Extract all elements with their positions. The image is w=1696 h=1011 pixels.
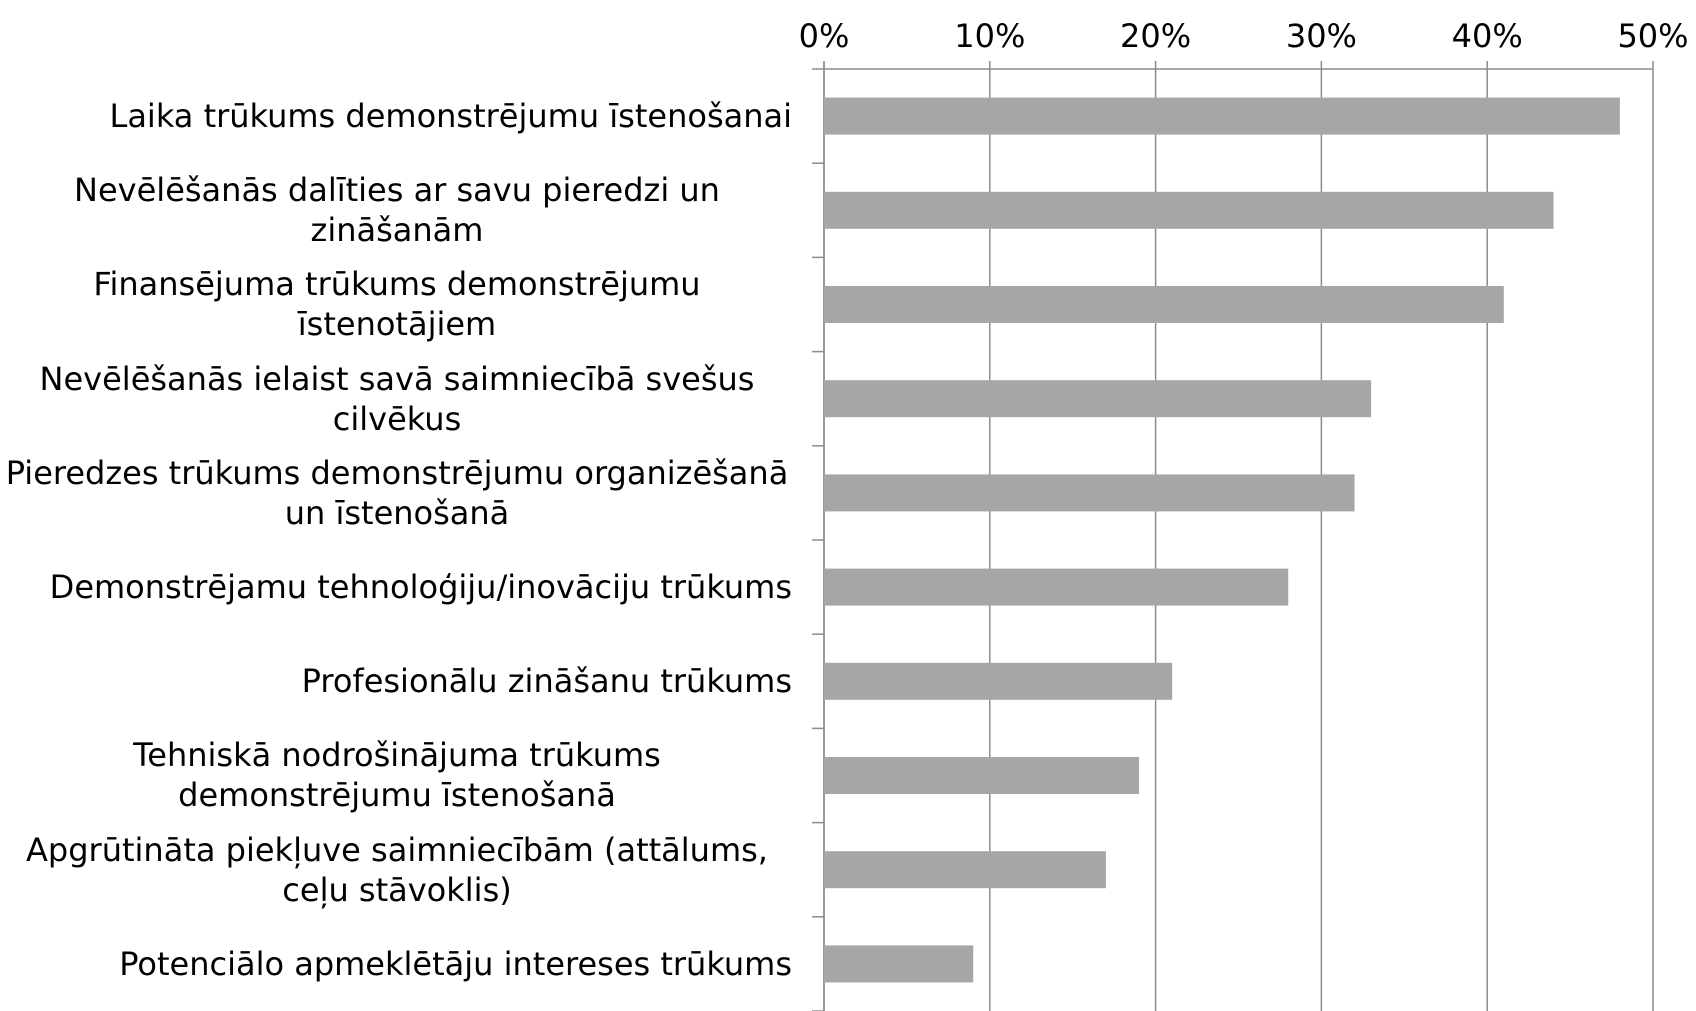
category-row: Finansējuma trūkums demonstrējumu īsteno…	[0, 257, 792, 351]
x-tick-label: 30%	[1286, 17, 1357, 55]
y-tick-label: Potenciālo apmeklētāju intereses trūkums	[119, 944, 792, 983]
x-tick-label: 10%	[954, 17, 1025, 55]
bar	[824, 945, 974, 983]
y-tick-label: Pieredzes trūkums demonstrējumu organizē…	[5, 453, 789, 532]
category-row: Pieredzes trūkums demonstrējumu organizē…	[0, 446, 792, 540]
x-tick-label: 20%	[1120, 17, 1191, 55]
category-row: Tehniskā nodrošinājuma trūkums demonstrē…	[0, 728, 792, 822]
bar	[824, 380, 1372, 418]
category-row: Potenciālo apmeklētāju intereses trūkums	[0, 917, 792, 1011]
category-row: Apgrūtināta piekļuve saimniecībām (attāl…	[0, 823, 792, 917]
y-tick-label: Nevēlēšanās dalīties ar savu pieredzi un…	[74, 171, 720, 250]
bar	[824, 757, 1140, 794]
bar	[824, 851, 1106, 889]
y-tick-label: Demonstrējamu tehnoloģiju/inovāciju trūk…	[49, 568, 792, 607]
y-tick-label: Nevēlēšanās ielaist savā saimniecībā sve…	[39, 359, 755, 438]
x-tick-label: 0%	[799, 17, 850, 55]
y-tick-label: Profesionālu zināšanu trūkums	[301, 662, 792, 701]
bar	[824, 474, 1355, 512]
x-tick-label: 50%	[1617, 17, 1688, 55]
bar	[824, 286, 1504, 323]
bar	[824, 568, 1289, 606]
category-row: Laika trūkums demonstrējumu īstenošanai	[0, 69, 792, 163]
x-tick-label: 40%	[1452, 17, 1523, 55]
category-row: Nevēlēšanās dalīties ar savu pieredzi un…	[0, 163, 792, 257]
y-tick-label: Laika trūkums demonstrējumu īstenošanai	[109, 97, 792, 136]
y-tick-label: Tehniskā nodrošinājuma trūkums demonstrē…	[133, 736, 661, 815]
category-row: Demonstrējamu tehnoloģiju/inovāciju trūk…	[0, 540, 792, 634]
bar	[824, 191, 1554, 229]
y-tick-label: Apgrūtināta piekļuve saimniecībām (attāl…	[26, 830, 768, 909]
bar	[824, 97, 1620, 135]
category-row: Nevēlēšanās ielaist savā saimniecībā sve…	[0, 352, 792, 446]
bar	[824, 662, 1173, 700]
y-tick-label: Finansējuma trūkums demonstrējumu īsteno…	[93, 265, 701, 344]
category-row: Profesionālu zināšanu trūkums	[0, 634, 792, 728]
